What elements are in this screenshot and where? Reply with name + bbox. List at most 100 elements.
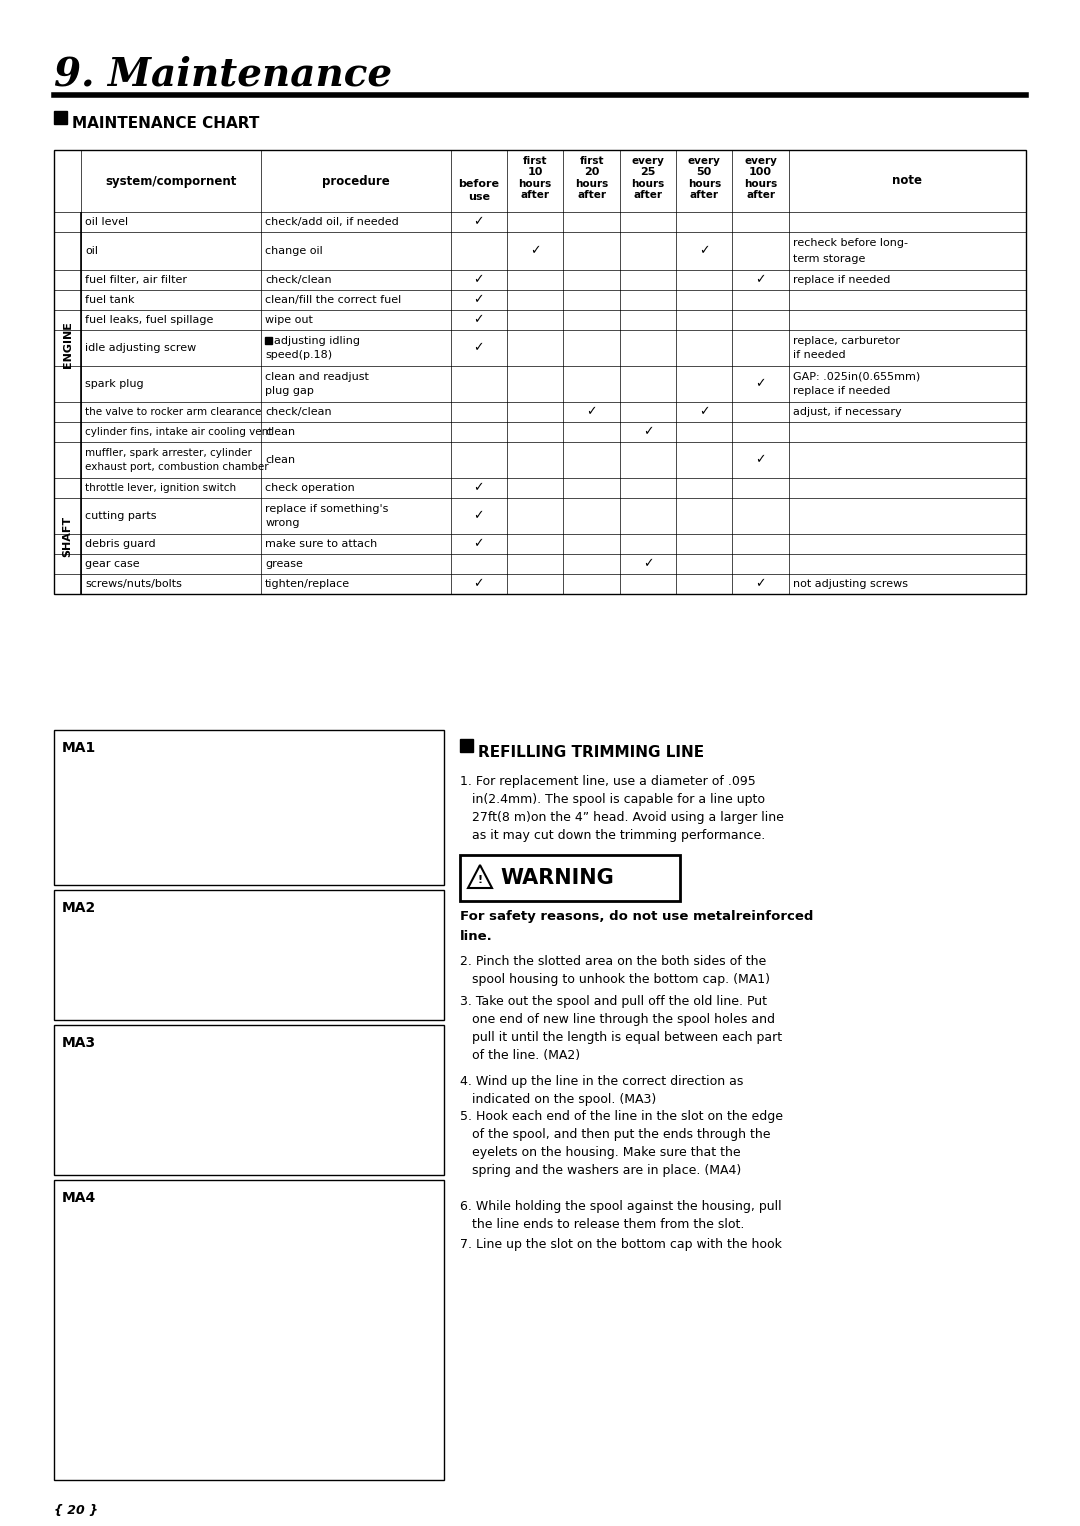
Text: ✓: ✓	[643, 426, 653, 438]
Text: ✓: ✓	[530, 244, 540, 258]
Text: after: after	[577, 189, 606, 200]
Text: gear case: gear case	[85, 559, 139, 569]
Text: MA2: MA2	[62, 900, 96, 916]
Text: clean: clean	[265, 455, 295, 465]
Text: the line ends to release them from the slot.: the line ends to release them from the s…	[460, 1218, 744, 1231]
Text: ✓: ✓	[473, 293, 484, 307]
Polygon shape	[468, 865, 492, 888]
Text: after: after	[521, 189, 550, 200]
Text: spark plug: spark plug	[85, 378, 144, 389]
Text: clean: clean	[265, 427, 295, 436]
Text: first: first	[523, 156, 548, 166]
Text: fuel filter, air filter: fuel filter, air filter	[85, 275, 187, 285]
Text: ✓: ✓	[473, 342, 484, 354]
Text: 20: 20	[584, 166, 599, 177]
Text: ✓: ✓	[586, 406, 597, 418]
Text: exhaust port, combustion chamber: exhaust port, combustion chamber	[85, 462, 269, 472]
Text: the valve to rocker arm clearance: the valve to rocker arm clearance	[85, 407, 261, 417]
Text: indicated on the spool. (MA3): indicated on the spool. (MA3)	[460, 1093, 657, 1106]
Text: 25: 25	[640, 166, 656, 177]
Bar	[54, 111, 67, 124]
Text: 3. Take out the spool and pull off the old line. Put: 3. Take out the spool and pull off the o…	[460, 995, 767, 1009]
Text: hours: hours	[744, 179, 778, 189]
Text: if needed: if needed	[793, 349, 846, 360]
Text: plug gap: plug gap	[265, 386, 314, 397]
Text: SHAFT: SHAFT	[63, 516, 72, 557]
Text: muffler, spark arrester, cylinder: muffler, spark arrester, cylinder	[85, 447, 252, 458]
Text: screws/nuts/bolts: screws/nuts/bolts	[85, 578, 183, 589]
Text: grease: grease	[265, 559, 302, 569]
Text: REFILLING TRIMMING LINE: REFILLING TRIMMING LINE	[478, 745, 704, 760]
Text: line.: line.	[460, 929, 492, 943]
Text: ✓: ✓	[473, 482, 484, 494]
Text: hours: hours	[575, 179, 608, 189]
Text: 4. Wind up the line in the correct direction as: 4. Wind up the line in the correct direc…	[460, 1074, 743, 1088]
Bar	[54, 150, 1026, 594]
Text: every: every	[744, 156, 778, 166]
Text: { 20 }: { 20 }	[54, 1503, 98, 1517]
Text: 1. For replacement line, use a diameter of .095: 1. For replacement line, use a diameter …	[460, 775, 756, 787]
Text: speed(p.18): speed(p.18)	[265, 349, 333, 360]
Text: check operation: check operation	[265, 484, 355, 493]
Text: adjust, if necessary: adjust, if necessary	[793, 407, 902, 417]
Text: WARNING: WARNING	[500, 868, 613, 888]
Text: 9. Maintenance: 9. Maintenance	[54, 55, 392, 93]
Text: as it may cut down the trimming performance.: as it may cut down the trimming performa…	[460, 829, 766, 842]
Text: in(2.4mm). The spool is capable for a line upto: in(2.4mm). The spool is capable for a li…	[460, 794, 765, 806]
Bar	[54, 1025, 444, 1175]
Text: of the spool, and then put the ends through the: of the spool, and then put the ends thro…	[460, 1128, 770, 1141]
Text: ✓: ✓	[473, 510, 484, 522]
Text: 100: 100	[750, 166, 772, 177]
Bar	[460, 739, 473, 752]
Text: cylinder fins, intake air cooling vent: cylinder fins, intake air cooling vent	[85, 427, 272, 436]
Text: after: after	[633, 189, 662, 200]
Text: check/clean: check/clean	[265, 407, 332, 417]
Text: use: use	[468, 191, 489, 201]
Text: replace if needed: replace if needed	[793, 386, 890, 397]
Text: not adjusting screws: not adjusting screws	[793, 578, 908, 589]
Text: ✓: ✓	[699, 244, 710, 258]
Text: hours: hours	[518, 179, 552, 189]
Text: 50: 50	[697, 166, 712, 177]
Text: spring and the washers are in place. (MA4): spring and the washers are in place. (MA…	[460, 1164, 741, 1177]
Text: change oil: change oil	[265, 246, 323, 256]
Text: MA1: MA1	[62, 742, 96, 755]
Text: MA3: MA3	[62, 1036, 96, 1050]
Text: note: note	[892, 174, 922, 188]
Text: fuel leaks, fuel spillage: fuel leaks, fuel spillage	[85, 314, 214, 325]
Text: ENGINE: ENGINE	[63, 322, 72, 368]
Text: adjusting idling: adjusting idling	[274, 336, 360, 346]
Text: clean and readjust: clean and readjust	[265, 372, 369, 382]
Text: ✓: ✓	[473, 215, 484, 229]
Text: make sure to attach: make sure to attach	[265, 539, 377, 549]
Text: replace if something's: replace if something's	[265, 504, 389, 514]
Bar	[460, 855, 680, 900]
Text: wipe out: wipe out	[265, 314, 313, 325]
Text: hours: hours	[632, 179, 664, 189]
Text: ✓: ✓	[755, 377, 766, 391]
Bar	[265, 337, 272, 345]
Text: replace, carburetor: replace, carburetor	[793, 336, 900, 346]
Text: !: !	[477, 874, 483, 885]
Text: ✓: ✓	[699, 406, 710, 418]
Text: after: after	[690, 189, 719, 200]
Text: spool housing to unhook the bottom cap. (MA1): spool housing to unhook the bottom cap. …	[460, 974, 770, 986]
Bar	[54, 1180, 444, 1480]
Text: ✓: ✓	[473, 273, 484, 287]
Text: one end of new line through the spool holes and: one end of new line through the spool ho…	[460, 1013, 775, 1025]
Text: ✓: ✓	[473, 537, 484, 551]
Text: cutting parts: cutting parts	[85, 511, 157, 520]
Text: ✓: ✓	[755, 577, 766, 591]
Text: tighten/replace: tighten/replace	[265, 578, 350, 589]
Text: eyelets on the housing. Make sure that the: eyelets on the housing. Make sure that t…	[460, 1146, 741, 1160]
Text: debris guard: debris guard	[85, 539, 156, 549]
Text: 7. Line up the slot on the bottom cap with the hook: 7. Line up the slot on the bottom cap wi…	[460, 1238, 782, 1251]
Text: oil level: oil level	[85, 217, 129, 227]
Text: ✓: ✓	[473, 313, 484, 327]
Text: recheck before long-: recheck before long-	[793, 238, 908, 249]
Text: ✓: ✓	[473, 577, 484, 591]
Text: 6. While holding the spool against the housing, pull: 6. While holding the spool against the h…	[460, 1199, 782, 1213]
Text: ✓: ✓	[755, 453, 766, 467]
Text: wrong: wrong	[265, 519, 299, 528]
Text: MA4: MA4	[62, 1190, 96, 1206]
